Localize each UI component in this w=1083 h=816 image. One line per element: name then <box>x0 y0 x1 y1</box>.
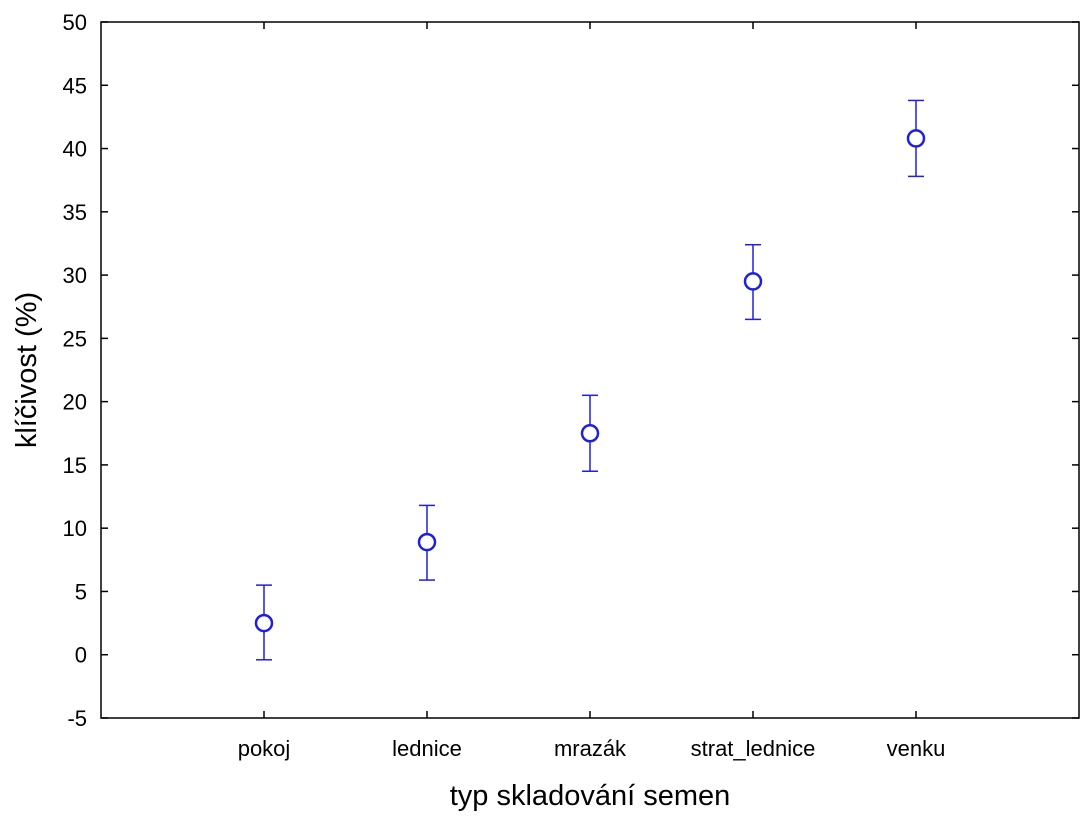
y-axis-title: klíčivost (%) <box>11 292 43 448</box>
data-point <box>743 272 763 291</box>
x-tick-label: strat_lednice <box>691 736 816 761</box>
x-axis-title: typ skladování semen <box>450 780 730 812</box>
y-tick-label: 30 <box>63 263 87 288</box>
y-tick-label: 5 <box>75 579 87 604</box>
y-tick-label: -5 <box>67 706 87 731</box>
y-tick-label: 50 <box>63 10 87 35</box>
x-tick-label: pokoj <box>238 736 291 761</box>
y-tick-label: 25 <box>63 326 87 351</box>
plot-frame <box>100 21 1080 719</box>
x-tick-label: lednice <box>392 736 462 761</box>
x-tick-label: venku <box>887 736 946 761</box>
y-tick-label: 0 <box>75 643 87 668</box>
y-tick-label: 35 <box>63 200 87 225</box>
y-tick-label: 20 <box>63 390 87 415</box>
data-point <box>906 129 926 148</box>
data-point <box>580 424 600 443</box>
data-point <box>417 532 437 552</box>
y-tick-label: 10 <box>63 516 87 541</box>
x-axis: pokoj lednice mrazák strat_lednice venku <box>238 22 946 761</box>
x-tick-label: mrazák <box>554 736 627 761</box>
data-series <box>254 99 926 661</box>
y-axis: -5 0 5 10 15 20 25 30 35 40 45 50 <box>63 10 1079 731</box>
y-tick-label: 40 <box>63 137 87 162</box>
y-tick-label: 15 <box>63 453 87 478</box>
y-tick-label: 45 <box>63 73 87 98</box>
data-point <box>254 613 274 633</box>
